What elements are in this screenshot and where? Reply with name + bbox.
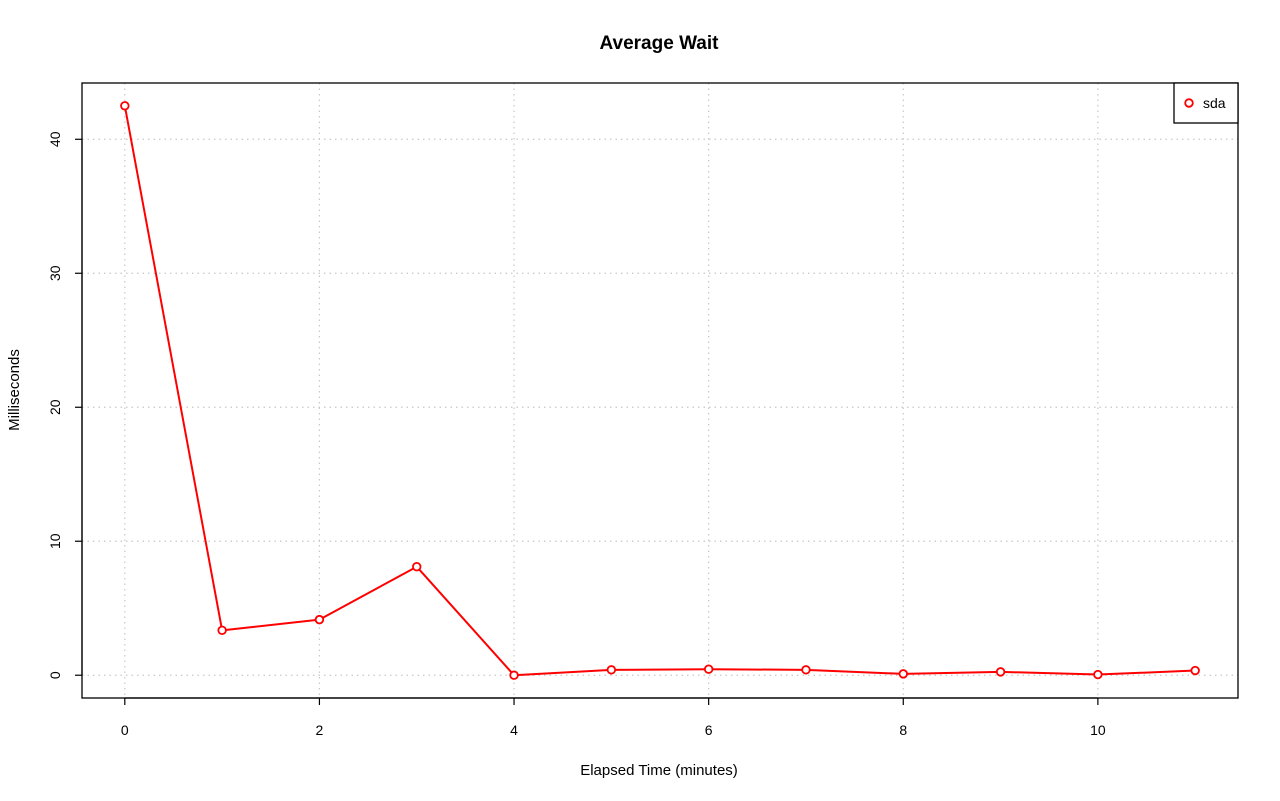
data-point	[509, 670, 519, 680]
data-point	[898, 669, 908, 679]
x-tick-label: 2	[316, 722, 324, 738]
x-tick-label: 8	[899, 722, 907, 738]
legend-label-sda: sda	[1203, 95, 1226, 111]
series-layer	[120, 101, 1200, 680]
data-point	[801, 665, 811, 675]
data-point	[606, 665, 617, 675]
x-axis: 0 2 4 6 8 10	[121, 697, 1106, 738]
y-tick-label: 30	[47, 265, 63, 281]
grid	[82, 83, 1238, 698]
data-point	[995, 667, 1006, 677]
y-axis-label: Milliseconds	[6, 349, 23, 431]
data-point	[314, 614, 325, 625]
legend: sda	[1173, 82, 1239, 124]
series-line-sda	[123, 105, 1196, 677]
legend-marker	[1184, 98, 1194, 108]
x-tick-label: 6	[705, 722, 713, 738]
chart-title: Average Wait	[600, 33, 720, 54]
y-tick-label: 0	[47, 671, 63, 679]
plot-frame	[81, 82, 1239, 699]
data-point	[1093, 669, 1103, 680]
data-point	[217, 625, 227, 636]
y-axis: 0 10 20 30 40	[47, 131, 83, 679]
x-axis-label: Elapsed Time (minutes)	[580, 762, 738, 779]
data-point	[120, 101, 130, 111]
x-tick-label: 4	[510, 722, 518, 738]
data-point	[703, 664, 714, 674]
x-tick-label: 0	[121, 722, 129, 738]
data-point	[1190, 665, 1200, 676]
y-tick-label: 20	[47, 399, 63, 415]
data-point	[412, 561, 422, 572]
y-tick-label: 40	[47, 131, 63, 147]
y-tick-label: 10	[47, 533, 63, 549]
x-tick-label: 10	[1090, 722, 1106, 738]
